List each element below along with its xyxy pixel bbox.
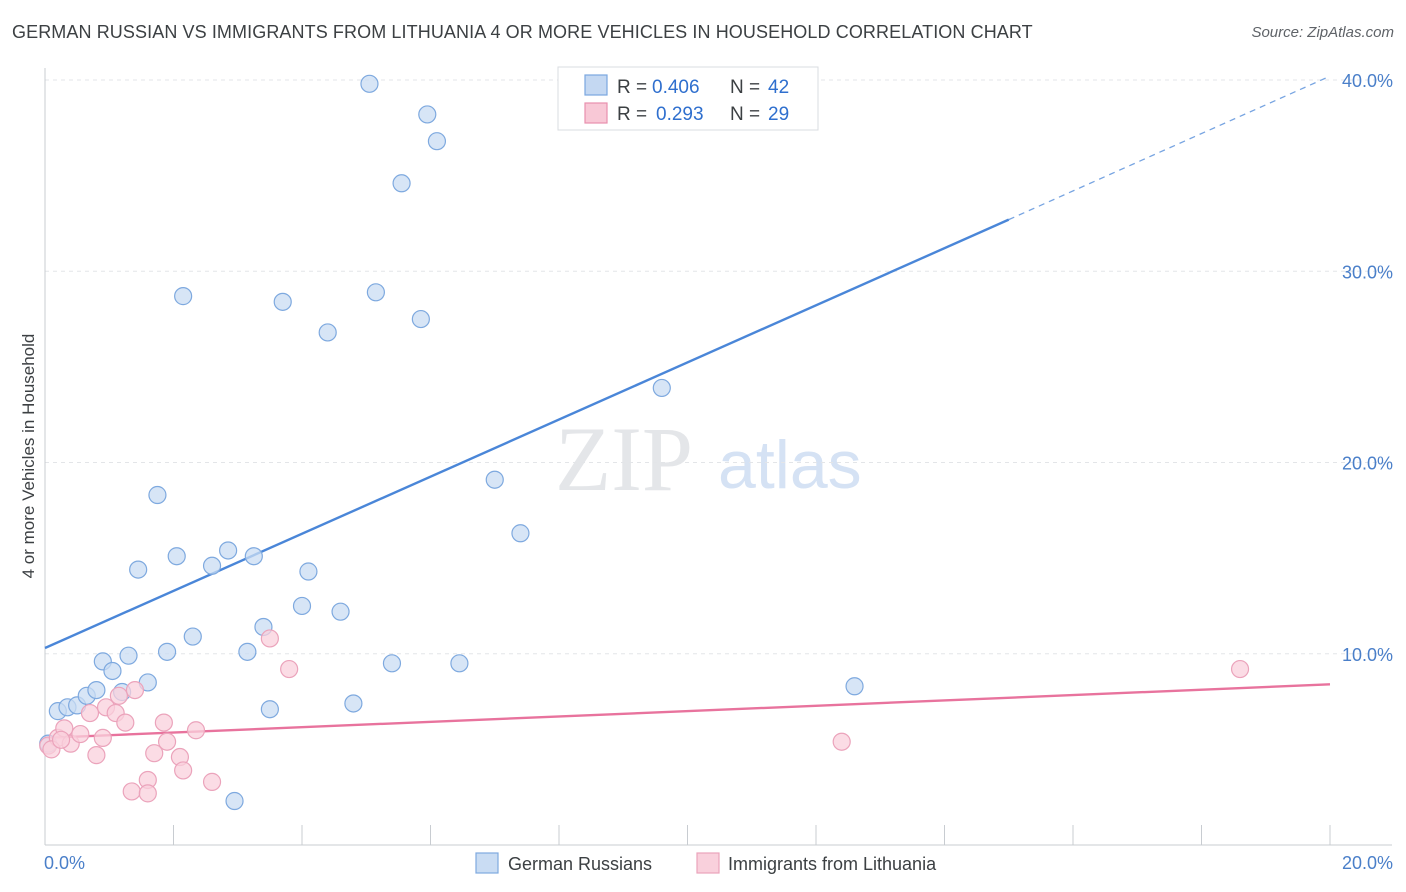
point-german-russians <box>652 378 671 398</box>
x-tick-label: 20.0% <box>1342 853 1393 873</box>
point-german-russians <box>427 132 447 151</box>
watermark-zip: ZIP <box>555 408 693 510</box>
y-axis-title: 4 or more Vehicles in Household <box>19 334 38 579</box>
trend-layer <box>44 75 1331 740</box>
y-tick-label: 40.0% <box>1342 71 1393 91</box>
legend-swatch-german-russians <box>584 74 608 96</box>
y-tick-label: 20.0% <box>1342 454 1393 474</box>
point-german-russians <box>148 485 167 505</box>
point-german-russians <box>129 560 148 579</box>
point-lithuania <box>145 744 164 763</box>
point-german-russians <box>485 470 504 489</box>
point-german-russians <box>202 556 222 575</box>
points-layer <box>39 74 1250 811</box>
point-lithuania <box>87 746 106 765</box>
point-german-russians <box>331 602 350 621</box>
trend-line-lithuania <box>44 683 1331 740</box>
point-lithuania <box>186 721 206 740</box>
point-german-russians <box>244 547 263 566</box>
point-german-russians <box>103 661 122 681</box>
y-tick-label: 30.0% <box>1342 262 1393 282</box>
top-legend: R = 0.406 N = 42 R = 0.293 N = 29 <box>557 66 819 131</box>
legend-n-value-1: 42 <box>768 77 789 98</box>
bottom-legend-swatch-german-russians <box>475 852 499 874</box>
legend-n-value-2: 29 <box>768 104 789 125</box>
point-lithuania <box>280 659 299 679</box>
point-lithuania <box>51 730 71 749</box>
bottom-legend-swatch-lithuania <box>696 852 720 874</box>
point-german-russians <box>292 596 312 616</box>
point-lithuania <box>174 761 193 780</box>
point-lithuania <box>157 732 177 751</box>
point-german-russians <box>219 541 238 560</box>
point-german-russians <box>260 700 279 719</box>
point-lithuania <box>71 724 90 744</box>
watermark-atlas: atlas <box>718 427 862 503</box>
point-german-russians <box>167 547 186 566</box>
bottom-legend-label-german-russians: German Russians <box>508 854 652 874</box>
point-german-russians <box>450 654 469 673</box>
y-tick-label: 10.0% <box>1342 645 1393 665</box>
point-lithuania <box>109 686 128 705</box>
point-german-russians <box>225 791 244 811</box>
point-german-russians <box>119 646 138 665</box>
point-german-russians <box>392 174 411 193</box>
point-lithuania <box>125 680 145 700</box>
trend-line-german-russians-extension <box>1008 75 1331 221</box>
point-german-russians <box>273 292 292 311</box>
legend-r-label-1: R = <box>617 77 647 98</box>
point-lithuania <box>202 772 222 791</box>
legend-r-label-2: R = <box>617 104 647 125</box>
point-german-russians <box>845 677 864 696</box>
trend-line-german-russians <box>44 218 1010 650</box>
axis-layer: 10.0% 20.0% 30.0% 40.0% 0.0% 20.0% <box>44 68 1393 873</box>
grid-layer <box>45 79 1392 655</box>
point-german-russians <box>87 680 106 700</box>
point-german-russians <box>360 74 379 93</box>
point-german-russians <box>344 694 363 713</box>
legend-n-label-1: N = <box>730 77 760 98</box>
point-german-russians <box>183 627 202 646</box>
point-lithuania <box>122 782 141 801</box>
chart-title: GERMAN RUSSIAN VS IMMIGRANTS FROM LITHUA… <box>12 22 1033 42</box>
point-lithuania <box>1230 659 1250 679</box>
point-german-russians <box>174 287 193 306</box>
legend-swatch-lithuania <box>584 102 608 124</box>
point-lithuania <box>260 629 279 648</box>
point-german-russians <box>418 105 437 124</box>
point-lithuania <box>154 713 173 732</box>
legend-r-value-2: 0.293 <box>656 104 704 125</box>
point-german-russians <box>157 642 177 661</box>
point-lithuania <box>80 703 100 723</box>
point-german-russians <box>299 562 318 581</box>
point-lithuania <box>93 728 112 748</box>
point-german-russians <box>318 323 337 342</box>
x-tick-label: 0.0% <box>44 853 85 873</box>
point-lithuania <box>138 784 157 803</box>
bottom-legend-label-lithuania: Immigrants from Lithuania <box>728 854 937 874</box>
chart-source: Source: ZipAtlas.com <box>1251 24 1394 41</box>
point-lithuania <box>832 732 851 751</box>
point-german-russians <box>411 309 430 329</box>
point-german-russians <box>238 642 257 661</box>
legend-n-label-2: N = <box>730 104 760 125</box>
point-german-russians <box>511 524 530 543</box>
bottom-legend: German Russians Immigrants from Lithuani… <box>475 852 937 874</box>
point-german-russians <box>382 654 402 673</box>
legend-r-value-1: 0.406 <box>652 77 700 98</box>
point-german-russians <box>366 283 385 302</box>
point-lithuania <box>116 713 135 732</box>
